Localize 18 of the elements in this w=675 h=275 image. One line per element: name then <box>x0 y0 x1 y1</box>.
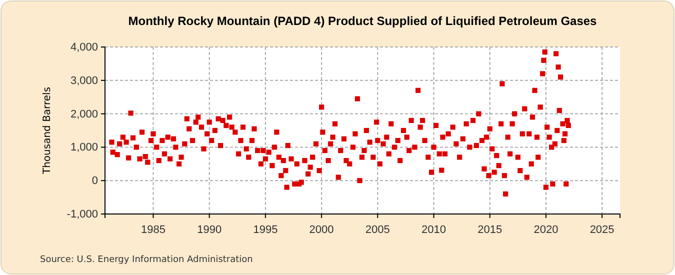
y-tick-label: 4,000 <box>70 42 98 54</box>
source-note: Source: U.S. Energy Information Administration <box>40 255 253 265</box>
x-tick-label: 1990 <box>197 224 222 236</box>
x-tick-label: 2005 <box>365 224 390 236</box>
y-tick-label: -1,000 <box>66 208 98 221</box>
x-tick-label: 1995 <box>253 224 278 236</box>
x-tick-label: 2020 <box>534 224 558 236</box>
y-axis-title: Thousand Barrels <box>42 86 53 176</box>
chart-title: Monthly Rocky Mountain (PADD 4) Product Supplied of Liquified Petroleum Gases <box>128 14 598 28</box>
y-tick-label: 3,000 <box>70 74 98 87</box>
x-tick-label: 2025 <box>590 224 614 236</box>
x-tick-label: 2000 <box>309 224 334 236</box>
x-tick-label: 2010 <box>422 224 446 236</box>
x-tick-label: 1985 <box>141 224 166 236</box>
y-tick-label: 2,000 <box>70 108 98 120</box>
y-tick-label: 0 <box>92 175 98 188</box>
y-tick-label: 1,000 <box>70 142 98 154</box>
x-tick-label: 2015 <box>478 224 502 236</box>
